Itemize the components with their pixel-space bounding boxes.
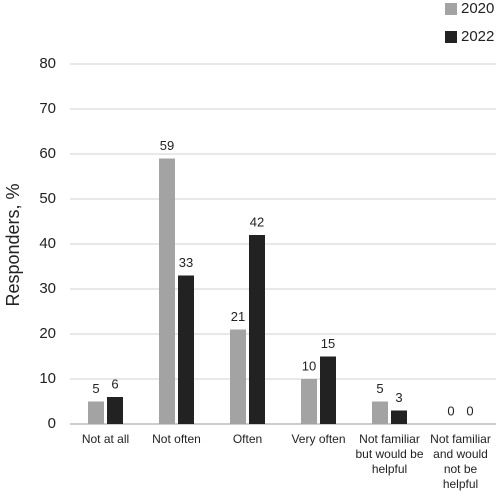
bar [301, 379, 317, 424]
x-tick-label: Very often [291, 432, 345, 446]
x-tick-label: Not familiar [359, 432, 420, 446]
x-tick-label: Not often [152, 432, 201, 446]
legend-label: 2022 [461, 28, 494, 45]
value-label: 42 [250, 214, 264, 229]
bar [249, 235, 265, 424]
value-label: 0 [466, 403, 473, 418]
value-label: 33 [179, 255, 193, 270]
bar [178, 275, 194, 424]
x-tick-label: helpful [443, 477, 478, 491]
bar [320, 356, 336, 424]
value-label: 6 [111, 376, 118, 391]
y-tick-label: 80 [39, 55, 56, 72]
y-tick-label: 10 [39, 370, 56, 387]
bar [159, 158, 175, 424]
y-tick-label: 20 [39, 325, 56, 342]
legend-swatch [445, 3, 457, 15]
y-tick-label: 40 [39, 235, 56, 252]
bar [372, 401, 388, 424]
value-label: 10 [302, 358, 316, 373]
bar [88, 401, 104, 424]
y-tick-label: 50 [39, 190, 56, 207]
y-tick-label: 30 [39, 280, 56, 297]
x-tick-label: Often [233, 432, 262, 446]
bar [391, 410, 407, 424]
value-label: 5 [376, 381, 383, 396]
value-label: 21 [231, 309, 245, 324]
bar [107, 397, 123, 424]
bar [230, 329, 246, 424]
legend-label: 2020 [461, 0, 494, 17]
value-label: 3 [395, 390, 402, 405]
x-tick-label: and would [433, 447, 488, 461]
x-tick-label: Not at all [82, 432, 129, 446]
x-tick-label: but would be [355, 447, 423, 461]
y-tick-label: 60 [39, 145, 56, 162]
x-tick-label: Not familiar [430, 432, 491, 446]
value-label: 59 [160, 138, 174, 153]
y-tick-label: 70 [39, 100, 56, 117]
y-tick-label: 0 [48, 415, 56, 432]
value-label: 5 [92, 381, 99, 396]
value-label: 15 [321, 336, 335, 351]
legend-swatch [445, 31, 457, 43]
y-axis-label: Responders, % [3, 183, 23, 306]
x-tick-label: helpful [372, 462, 407, 476]
value-label: 0 [447, 403, 454, 418]
x-tick-label: not be [444, 462, 478, 476]
